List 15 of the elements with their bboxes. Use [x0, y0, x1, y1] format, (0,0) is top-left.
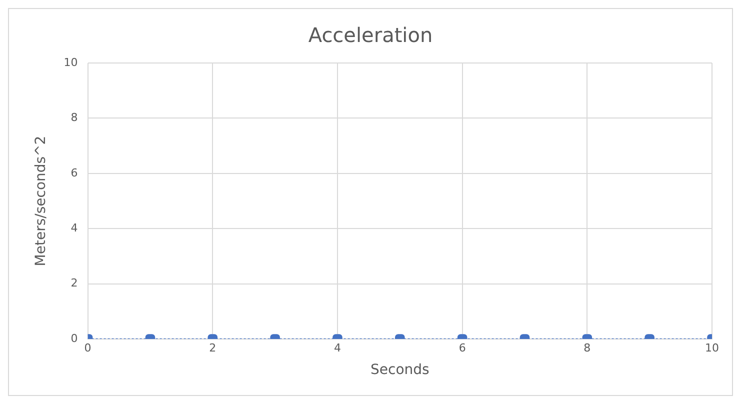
y-tick-label: 2 [70, 276, 78, 290]
y-tick-label: 4 [70, 221, 78, 234]
x-axis-title: Seconds [370, 362, 430, 378]
x-tick-label: 0 [84, 341, 92, 354]
y-tick-label: 0 [70, 332, 78, 345]
y-tick-label: 6 [70, 166, 78, 180]
x-tick-label: 8 [584, 341, 591, 354]
y-axis-title: Meters/seconds^2 [33, 136, 50, 266]
x-tick-label: 4 [334, 341, 341, 354]
x-tick-label: 10 [705, 341, 719, 354]
x-tick-label: 2 [209, 341, 216, 354]
y-tick-label: 8 [70, 111, 78, 124]
chart-title: Acceleration [308, 23, 433, 48]
x-tick-label: 6 [458, 341, 466, 354]
y-tick-label: 10 [64, 56, 78, 69]
